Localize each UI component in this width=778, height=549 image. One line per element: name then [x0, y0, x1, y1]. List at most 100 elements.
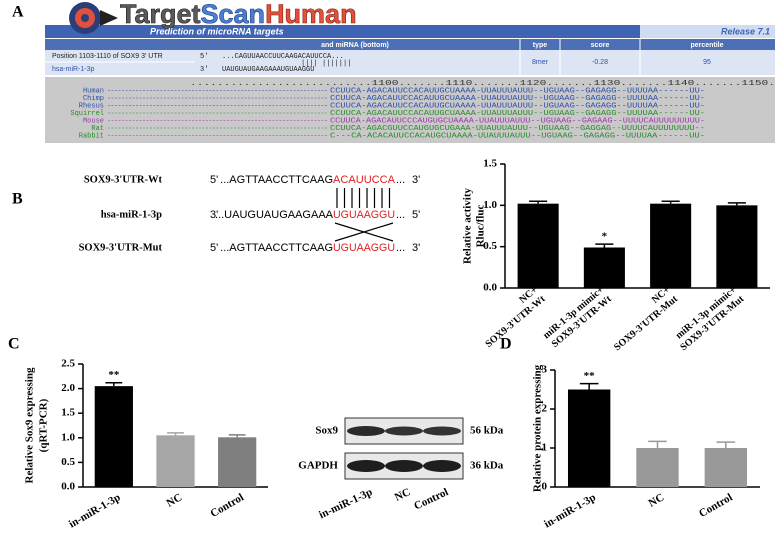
logo: TargetScanHuman	[120, 0, 357, 29]
sequence-label: hsa-miR-1-3p	[101, 209, 162, 220]
blot-band	[423, 426, 461, 436]
x-tick-label: SOX9-3'UTR-Wt	[483, 293, 548, 350]
y-tick-label: 0.5	[483, 240, 497, 252]
sequence-end: 3'	[412, 174, 420, 186]
species: Squirrel	[70, 110, 104, 118]
species: Rat	[91, 125, 104, 133]
y-tick-label: 1.0	[483, 199, 497, 211]
table-cell: ...CAGUUAACCUUCAAGACAUUCCA...	[222, 53, 344, 61]
tagline: Prediction of microRNA targets	[150, 26, 284, 36]
bar	[156, 435, 195, 487]
bar	[636, 448, 679, 487]
y-tick-label: 2.5	[61, 358, 75, 370]
table-header	[45, 39, 775, 50]
western-blot: Sox9 GAPDH 56 kDa 36 kDa in-miR-1-3p NC …	[298, 417, 504, 521]
blot-band	[385, 426, 423, 436]
species-sequence: CCUUCA-AGACAUUCCACAUUGCUAAAA-UUAUUUAUUU-…	[330, 95, 705, 103]
y-tick-label: 1.5	[61, 407, 75, 419]
error-bar	[648, 440, 667, 448]
y-tick-label: 2	[542, 403, 548, 415]
bar	[716, 205, 758, 288]
y-tick-label: 0.5	[61, 456, 75, 468]
x-tick-label: Control	[208, 491, 246, 520]
logo-arrow	[100, 10, 118, 26]
species-sequence: CCUUCA-AGACAUUCCACAUUGCUAAAA-UUAUUUAUUU-…	[330, 102, 705, 110]
y-tick-label: 0.0	[61, 481, 75, 493]
table-cell: -0.28	[592, 59, 608, 66]
blot-size: 56 kDa	[470, 425, 504, 437]
species-sequence: CCUUCA-AGACAUUCCACAUUGCUAAAA-UUAUUUAUUU-…	[330, 87, 705, 95]
table-header-cell: score	[591, 42, 610, 49]
sequence: ...AGTTAACCTTCAAG	[220, 242, 333, 254]
table-cell: UAUGUAUGAAGAAAUGUAAGGU	[222, 66, 314, 74]
panel-label: A	[12, 4, 24, 21]
bar-chart: 0.0 0.5 1.0 1.5 2.0 2.5 Relative Sox9 expressi…	[24, 358, 268, 531]
panel-label: D	[500, 336, 512, 353]
pairing-lines	[334, 188, 394, 242]
error-bar	[105, 381, 123, 387]
x-tick-label: SOX9-3'UTR-Mut	[612, 293, 680, 353]
blot-band	[423, 460, 461, 472]
blot-band	[347, 426, 385, 436]
error-bar	[595, 243, 614, 248]
species-sequence: CCUUCA-AGACAUUCCCAUGUGCUAAAA-UUAUUUAUUU-…	[330, 117, 705, 125]
table-header-cell: and miRNA (bottom)	[321, 42, 389, 49]
blot-lane: NC	[393, 486, 413, 504]
error-bar	[228, 434, 246, 438]
sequence-end: 5'	[412, 209, 420, 221]
y-tick-label: 0.0	[483, 282, 497, 294]
y-axis-label: Relative protein expressing	[532, 364, 544, 492]
species: Chimp	[83, 95, 104, 103]
species: Mouse	[83, 117, 104, 125]
x-tick-label: in-miR-1-3p	[67, 491, 123, 530]
x-tick-label: Control	[697, 491, 735, 520]
error-bar	[716, 441, 736, 448]
y-axis-label: Relative Sox9 expressing	[24, 367, 36, 483]
blot-band	[347, 460, 385, 472]
table-cell: 8mer	[532, 59, 549, 66]
logo-part: Target	[120, 0, 201, 29]
y-axis-label: Relative activity	[462, 187, 474, 264]
bar	[650, 203, 692, 288]
species-sequence: C---CA-ACACAUUCCACAUGCUAAAA-UUAUUUAUUU--…	[330, 132, 705, 140]
table-cell: 95	[703, 59, 711, 66]
sequence-end: 5'	[210, 242, 218, 254]
binding-site: UGUAAGGU	[333, 209, 395, 221]
logo-icon	[81, 14, 89, 22]
table-cell: 3'	[200, 66, 208, 74]
species-sequence: CCUUCA-AGACAUUCCACAUUGCUAAAA-UUAUUUAUUU-…	[330, 110, 705, 118]
blot-size: 36 kDa	[470, 460, 504, 472]
sequence-tail: ...	[396, 209, 405, 221]
panel-label: C	[8, 336, 20, 353]
table-cell: Position 1103-1110 of SOX9 3' UTR	[52, 53, 163, 60]
sequence-tail: ...	[396, 174, 405, 186]
release-box	[640, 25, 775, 38]
y-tick-label: 0	[542, 481, 548, 493]
cross-line	[334, 222, 394, 242]
error-bar	[579, 382, 599, 390]
blot-lane: Control	[412, 486, 450, 512]
sequence-label: SOX9-3'UTR-Wt	[84, 174, 163, 185]
significance: **	[108, 369, 120, 381]
sequence: ...AGTTAACCTTCAAG	[220, 174, 333, 186]
species: Rhesus	[79, 102, 104, 110]
y-axis-label: (qRT-PCR)	[38, 398, 50, 452]
x-tick-label: NC	[647, 491, 667, 509]
logo-part: Human	[265, 0, 357, 29]
y-tick-label: 1.5	[483, 158, 497, 170]
blot-protein: Sox9	[315, 425, 338, 437]
y-tick-label: 1	[542, 442, 548, 454]
error-bar	[661, 200, 680, 204]
bar	[94, 386, 133, 487]
blot-lane: in-miR-1-3p	[317, 486, 374, 521]
logo-part: Scan	[201, 0, 266, 29]
species: Human	[83, 87, 104, 95]
bar	[517, 203, 559, 288]
y-tick-label: 3	[542, 364, 548, 376]
bar	[704, 448, 748, 487]
table-cell: 5'	[200, 53, 208, 61]
pairing: |||| |||||||	[301, 60, 351, 68]
